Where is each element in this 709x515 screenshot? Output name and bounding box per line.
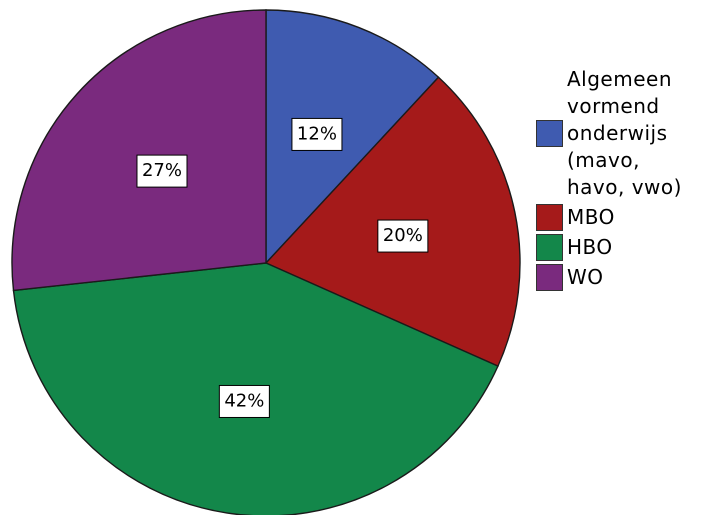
data-label-box-0	[291, 117, 343, 151]
legend-label-2: HBO	[567, 235, 613, 259]
data-label-text-3: 27%	[142, 160, 182, 181]
legend-item-0: Algemeen vormend onderwijs (mavo, havo, …	[536, 66, 682, 201]
data-label-2: 42%	[218, 384, 270, 418]
legend-item-1: MBO	[536, 204, 682, 231]
legend-swatch-3	[536, 264, 563, 291]
data-label-0: 12%	[291, 117, 343, 151]
data-label-text-2: 42%	[224, 390, 264, 411]
legend-swatch-1	[536, 204, 563, 231]
legend-label-3: WO	[567, 265, 604, 289]
legend: Algemeen vormend onderwijs (mavo, havo, …	[536, 66, 682, 294]
data-label-box-3	[136, 154, 188, 188]
data-label-text-1: 20%	[383, 225, 423, 246]
legend-swatch-2	[536, 234, 563, 261]
pie-slice-3	[11, 9, 267, 292]
legend-item-2: HBO	[536, 234, 682, 261]
data-label-3: 27%	[136, 154, 188, 188]
legend-label-0: Algemeen vormend onderwijs (mavo, havo, …	[567, 67, 682, 199]
data-label-1: 20%	[377, 219, 429, 253]
legend-item-3: WO	[536, 264, 682, 291]
legend-label-1: MBO	[567, 205, 615, 229]
legend-swatch-0	[536, 120, 563, 147]
data-label-box-1	[377, 219, 429, 253]
data-label-text-0: 12%	[297, 123, 337, 144]
pie-slice-0	[265, 9, 440, 265]
data-label-box-2	[218, 384, 270, 418]
